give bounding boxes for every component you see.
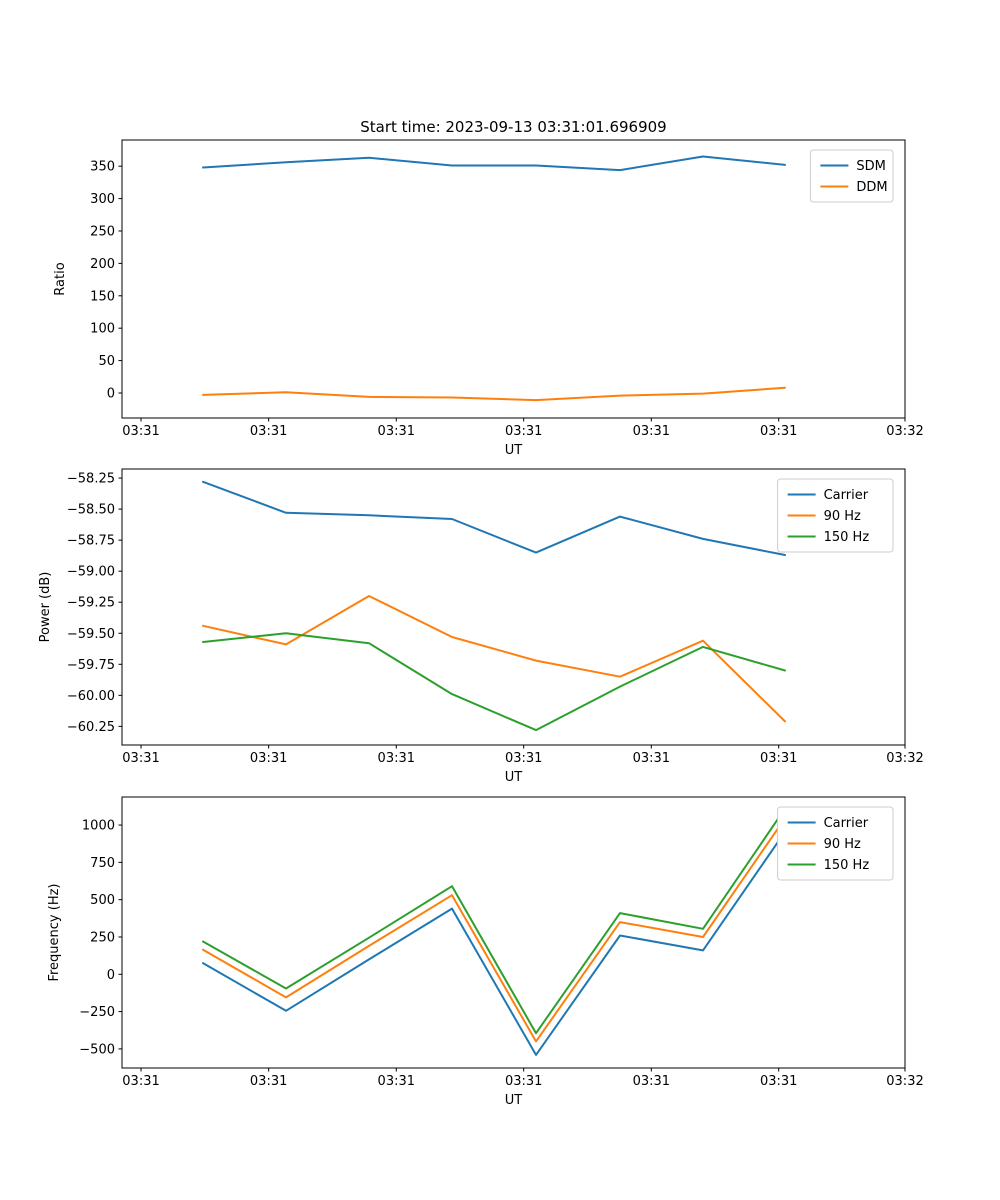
x-axis-label: UT [505, 1093, 523, 1108]
x-tick-label: 03:31 [250, 1074, 287, 1089]
legend-label: DDM [856, 180, 887, 195]
plot-frame-2 [121, 796, 906, 1069]
legend-label: 90 Hz [824, 509, 861, 524]
legend-label: 150 Hz [824, 530, 870, 545]
y-tick-label: 250 [90, 930, 115, 945]
legend-label: SDM [856, 159, 885, 174]
series-line-sdm [202, 155, 786, 172]
legend-label: Carrier [824, 816, 869, 831]
y-tick-label: −250 [79, 1005, 115, 1020]
y-axis-label: Frequency (Hz) [47, 883, 62, 981]
series-line-150-hz [202, 807, 786, 1035]
y-tick-label: 0 [107, 968, 115, 983]
y-tick-label: 1000 [82, 819, 115, 834]
y-tick-label: 300 [90, 192, 115, 207]
y-tick-label: 200 [90, 257, 115, 272]
y-axis-label: Ratio [53, 262, 68, 295]
y-tick-label: 350 [90, 160, 115, 175]
y-tick-label: 50 [98, 354, 115, 369]
x-tick-label: 03:31 [250, 424, 287, 439]
series-line-carrier [202, 480, 786, 556]
y-tick-label: −59.00 [67, 565, 115, 580]
x-axis-label: UT [505, 443, 523, 458]
legend-box [777, 478, 894, 553]
y-tick-label: 0 [107, 386, 115, 401]
series-line-150-hz [202, 632, 786, 732]
x-tick-label: 03:32 [886, 751, 923, 766]
y-tick-label: −58.25 [67, 472, 115, 487]
series-line-ddm [202, 386, 786, 402]
x-tick-label: 03:32 [886, 424, 923, 439]
x-tick-label: 03:31 [122, 751, 159, 766]
y-tick-label: −59.50 [67, 627, 115, 642]
y-tick-label: 750 [90, 856, 115, 871]
x-tick-label: 03:31 [505, 424, 542, 439]
x-tick-label: 03:31 [378, 424, 415, 439]
x-tick-label: 03:31 [633, 751, 670, 766]
series-line-carrier [202, 830, 786, 1056]
x-tick-label: 03:31 [505, 751, 542, 766]
y-tick-label: −58.75 [67, 534, 115, 549]
y-tick-label: 250 [90, 224, 115, 239]
series-line-90-hz [202, 595, 786, 723]
y-axis-label: Power (dB) [38, 572, 53, 643]
x-axis-label: UT [505, 770, 523, 785]
plot-frame-0 [121, 139, 906, 419]
legend-label: 90 Hz [824, 837, 861, 852]
x-tick-label: 03:31 [378, 751, 415, 766]
legend-label: 150 Hz [824, 858, 870, 873]
x-tick-label: 03:31 [760, 751, 797, 766]
x-tick-label: 03:31 [633, 424, 670, 439]
y-tick-label: 150 [90, 289, 115, 304]
y-tick-label: 100 [90, 322, 115, 337]
y-tick-label: −59.75 [67, 658, 115, 673]
legend-box [809, 149, 894, 203]
y-tick-label: −60.25 [67, 720, 115, 735]
y-tick-label: −60.00 [67, 689, 115, 704]
legend-box [777, 806, 894, 881]
x-tick-label: 03:32 [886, 1074, 923, 1089]
x-tick-label: 03:31 [760, 424, 797, 439]
x-tick-label: 03:31 [378, 1074, 415, 1089]
figure-title: Start time: 2023-09-13 03:31:01.696909 [360, 118, 667, 136]
y-tick-label: −500 [79, 1042, 115, 1057]
series-line-90-hz [202, 817, 786, 1043]
plot-frame-1 [121, 468, 906, 746]
x-tick-label: 03:31 [760, 1074, 797, 1089]
x-tick-label: 03:31 [633, 1074, 670, 1089]
x-tick-label: 03:31 [122, 424, 159, 439]
y-tick-label: −58.50 [67, 503, 115, 518]
y-tick-label: −59.25 [67, 596, 115, 611]
x-tick-label: 03:31 [250, 751, 287, 766]
y-tick-label: 500 [90, 893, 115, 908]
x-tick-label: 03:31 [122, 1074, 159, 1089]
x-tick-label: 03:31 [505, 1074, 542, 1089]
legend-label: Carrier [824, 488, 869, 503]
